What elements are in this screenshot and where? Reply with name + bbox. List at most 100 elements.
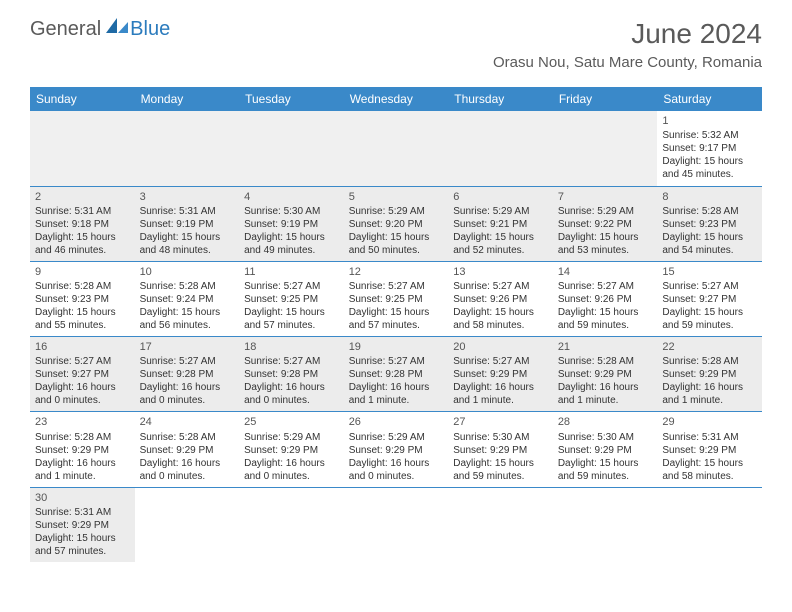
day-number: 20	[453, 340, 548, 354]
daylight-text: Daylight: 16 hours	[244, 457, 339, 470]
day-number: 22	[662, 340, 757, 354]
daylight-text-2: and 56 minutes.	[140, 319, 235, 332]
sunset-text: Sunset: 9:29 PM	[662, 444, 757, 457]
sunrise-text: Sunrise: 5:27 AM	[244, 355, 339, 368]
sunrise-text: Sunrise: 5:31 AM	[662, 431, 757, 444]
day-cell: 8Sunrise: 5:28 AMSunset: 9:23 PMDaylight…	[657, 186, 762, 261]
daylight-text-2: and 57 minutes.	[35, 545, 130, 558]
sunset-text: Sunset: 9:29 PM	[140, 444, 235, 457]
day-cell: 19Sunrise: 5:27 AMSunset: 9:28 PMDayligh…	[344, 337, 449, 412]
sunset-text: Sunset: 9:29 PM	[35, 444, 130, 457]
daylight-text: Daylight: 15 hours	[244, 306, 339, 319]
day-cell: 3Sunrise: 5:31 AMSunset: 9:19 PMDaylight…	[135, 186, 240, 261]
page-title: June 2024	[493, 18, 762, 50]
sunrise-text: Sunrise: 5:27 AM	[35, 355, 130, 368]
day-cell: 10Sunrise: 5:28 AMSunset: 9:24 PMDayligh…	[135, 261, 240, 336]
day-number: 4	[244, 190, 339, 204]
day-cell: 14Sunrise: 5:27 AMSunset: 9:26 PMDayligh…	[553, 261, 658, 336]
sunrise-text: Sunrise: 5:27 AM	[453, 280, 548, 293]
week-row: 9Sunrise: 5:28 AMSunset: 9:23 PMDaylight…	[30, 261, 762, 336]
day-number: 26	[349, 415, 444, 429]
day-number: 27	[453, 415, 548, 429]
sunrise-text: Sunrise: 5:28 AM	[140, 431, 235, 444]
day-number: 10	[140, 265, 235, 279]
day-cell: 9Sunrise: 5:28 AMSunset: 9:23 PMDaylight…	[30, 261, 135, 336]
sunset-text: Sunset: 9:26 PM	[453, 293, 548, 306]
day-cell: 12Sunrise: 5:27 AMSunset: 9:25 PMDayligh…	[344, 261, 449, 336]
day-number: 5	[349, 190, 444, 204]
daylight-text-2: and 46 minutes.	[35, 244, 130, 257]
sunset-text: Sunset: 9:28 PM	[244, 368, 339, 381]
day-cell: 4Sunrise: 5:30 AMSunset: 9:19 PMDaylight…	[239, 186, 344, 261]
daylight-text-2: and 1 minute.	[349, 394, 444, 407]
week-row: 16Sunrise: 5:27 AMSunset: 9:27 PMDayligh…	[30, 337, 762, 412]
day-number: 7	[558, 190, 653, 204]
daylight-text: Daylight: 16 hours	[349, 457, 444, 470]
daylight-text: Daylight: 15 hours	[662, 306, 757, 319]
sunrise-text: Sunrise: 5:31 AM	[35, 205, 130, 218]
day-cell: 23Sunrise: 5:28 AMSunset: 9:29 PMDayligh…	[30, 412, 135, 487]
sunset-text: Sunset: 9:28 PM	[140, 368, 235, 381]
sunset-text: Sunset: 9:19 PM	[140, 218, 235, 231]
day-cell: 30Sunrise: 5:31 AMSunset: 9:29 PMDayligh…	[30, 487, 135, 562]
daylight-text: Daylight: 16 hours	[35, 457, 130, 470]
daylight-text-2: and 58 minutes.	[662, 470, 757, 483]
sunset-text: Sunset: 9:19 PM	[244, 218, 339, 231]
daylight-text: Daylight: 15 hours	[558, 457, 653, 470]
sunset-text: Sunset: 9:22 PM	[558, 218, 653, 231]
daylight-text-2: and 48 minutes.	[140, 244, 235, 257]
daylight-text-2: and 1 minute.	[453, 394, 548, 407]
sunrise-text: Sunrise: 5:29 AM	[244, 431, 339, 444]
empty-cell	[239, 111, 344, 186]
day-cell: 6Sunrise: 5:29 AMSunset: 9:21 PMDaylight…	[448, 186, 553, 261]
day-cell: 18Sunrise: 5:27 AMSunset: 9:28 PMDayligh…	[239, 337, 344, 412]
day-header: Tuesday	[239, 87, 344, 111]
calendar-table: SundayMondayTuesdayWednesdayThursdayFrid…	[30, 87, 762, 562]
empty-cell	[239, 487, 344, 562]
daylight-text-2: and 53 minutes.	[558, 244, 653, 257]
sunrise-text: Sunrise: 5:27 AM	[349, 280, 444, 293]
logo-text-blue: Blue	[130, 18, 170, 41]
sunset-text: Sunset: 9:29 PM	[662, 368, 757, 381]
day-cell: 24Sunrise: 5:28 AMSunset: 9:29 PMDayligh…	[135, 412, 240, 487]
day-number: 8	[662, 190, 757, 204]
daylight-text: Daylight: 15 hours	[453, 457, 548, 470]
sunset-text: Sunset: 9:25 PM	[244, 293, 339, 306]
day-number: 16	[35, 340, 130, 354]
empty-cell	[135, 111, 240, 186]
daylight-text: Daylight: 16 hours	[558, 381, 653, 394]
sunset-text: Sunset: 9:24 PM	[140, 293, 235, 306]
day-cell: 29Sunrise: 5:31 AMSunset: 9:29 PMDayligh…	[657, 412, 762, 487]
sunset-text: Sunset: 9:23 PM	[662, 218, 757, 231]
day-header: Thursday	[448, 87, 553, 111]
sunset-text: Sunset: 9:29 PM	[558, 368, 653, 381]
sunset-text: Sunset: 9:29 PM	[453, 444, 548, 457]
daylight-text-2: and 1 minute.	[662, 394, 757, 407]
daylight-text: Daylight: 16 hours	[140, 381, 235, 394]
sunrise-text: Sunrise: 5:28 AM	[558, 355, 653, 368]
sunrise-text: Sunrise: 5:27 AM	[140, 355, 235, 368]
day-cell: 2Sunrise: 5:31 AMSunset: 9:18 PMDaylight…	[30, 186, 135, 261]
day-number: 17	[140, 340, 235, 354]
sunrise-text: Sunrise: 5:27 AM	[558, 280, 653, 293]
sunrise-text: Sunrise: 5:29 AM	[453, 205, 548, 218]
sunset-text: Sunset: 9:27 PM	[35, 368, 130, 381]
daylight-text-2: and 0 minutes.	[140, 470, 235, 483]
daylight-text-2: and 55 minutes.	[35, 319, 130, 332]
day-cell: 1Sunrise: 5:32 AMSunset: 9:17 PMDaylight…	[657, 111, 762, 186]
sunrise-text: Sunrise: 5:28 AM	[662, 205, 757, 218]
sunrise-text: Sunrise: 5:29 AM	[349, 205, 444, 218]
sunrise-text: Sunrise: 5:29 AM	[349, 431, 444, 444]
sunset-text: Sunset: 9:29 PM	[35, 519, 130, 532]
week-row: 2Sunrise: 5:31 AMSunset: 9:18 PMDaylight…	[30, 186, 762, 261]
daylight-text-2: and 58 minutes.	[453, 319, 548, 332]
day-number: 14	[558, 265, 653, 279]
daylight-text: Daylight: 16 hours	[35, 381, 130, 394]
sunrise-text: Sunrise: 5:27 AM	[453, 355, 548, 368]
day-cell: 27Sunrise: 5:30 AMSunset: 9:29 PMDayligh…	[448, 412, 553, 487]
day-header: Wednesday	[344, 87, 449, 111]
day-number: 15	[662, 265, 757, 279]
sunrise-text: Sunrise: 5:29 AM	[558, 205, 653, 218]
daylight-text-2: and 0 minutes.	[349, 470, 444, 483]
title-block: June 2024 Orasu Nou, Satu Mare County, R…	[493, 18, 762, 71]
